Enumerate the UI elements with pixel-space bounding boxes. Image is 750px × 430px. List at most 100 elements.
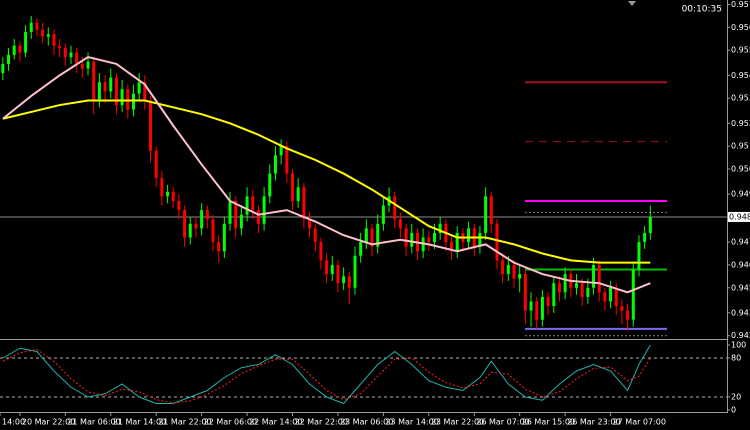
candle-body xyxy=(285,146,289,174)
candle-body xyxy=(495,223,499,261)
candle-body xyxy=(353,255,357,288)
candle-body xyxy=(376,223,380,247)
x-tick-label: 20 Mar 22:00 xyxy=(22,418,75,427)
candle-body xyxy=(592,264,596,288)
candle-body xyxy=(597,264,601,293)
x-tick-label: 22 Mar 06:00 xyxy=(204,418,257,427)
candle-body xyxy=(563,274,567,293)
y-tick-label: 0.9574 xyxy=(731,0,750,9)
y-tick-label: 0.9512 xyxy=(731,142,750,151)
candle-body xyxy=(359,242,363,256)
candle-body xyxy=(245,196,249,215)
candle-body xyxy=(648,216,652,233)
y-tick-label: 0.9564 xyxy=(731,23,750,32)
y-tick-label: 0.9554 xyxy=(731,46,750,55)
candle-body xyxy=(52,34,56,46)
candle-body xyxy=(109,77,113,92)
candle-body xyxy=(529,301,533,311)
candle-body xyxy=(518,274,522,279)
candle-body xyxy=(330,264,334,275)
candle-body xyxy=(364,228,368,243)
y-tick-label: 0.9439 xyxy=(731,308,750,317)
candle-body xyxy=(308,219,312,229)
candle-body xyxy=(432,232,436,243)
candle-body xyxy=(467,228,471,243)
candle-body xyxy=(120,89,124,106)
candle-body xyxy=(370,228,374,247)
candle-body xyxy=(279,146,283,156)
candle-body xyxy=(512,264,516,279)
moving-average xyxy=(2,56,651,294)
candle-body xyxy=(342,276,346,284)
candle-body xyxy=(484,196,488,233)
candle-body xyxy=(251,196,255,211)
y-tick-label: 0.9470 xyxy=(731,238,750,247)
candle-body xyxy=(80,63,84,69)
candle-body xyxy=(535,301,539,320)
candle-body xyxy=(325,260,329,275)
y-tick-label: 0.9491 xyxy=(731,190,750,199)
candle-body xyxy=(273,155,277,174)
candle-body xyxy=(546,296,550,307)
candle-body xyxy=(580,283,584,297)
shift-marker xyxy=(628,1,636,6)
candle-body xyxy=(506,264,510,275)
candle-body xyxy=(296,187,300,201)
candle-body xyxy=(114,77,118,106)
x-tick-label: 22 Mar 14:00 xyxy=(249,418,302,427)
candle-body xyxy=(427,237,431,243)
candle-body xyxy=(12,45,16,55)
candle-body xyxy=(557,283,561,293)
candle-body xyxy=(75,52,79,64)
candle-body xyxy=(574,283,578,288)
candle-body xyxy=(450,242,454,252)
candle-body xyxy=(228,200,232,224)
candle-body xyxy=(637,242,641,270)
candle-body xyxy=(69,52,73,58)
candle-body xyxy=(234,200,238,229)
candle-body xyxy=(63,47,67,58)
candle-body xyxy=(614,287,618,307)
x-tick-label: 27 Mar 07:00 xyxy=(613,418,666,427)
candle-body xyxy=(268,173,272,197)
x-tick-label: 26 Mar 07:00 xyxy=(476,418,529,427)
candle-body xyxy=(256,210,260,224)
candle-body xyxy=(188,223,192,238)
candle-body xyxy=(92,61,96,101)
oscillator-line xyxy=(2,349,651,404)
candle-body xyxy=(166,191,170,197)
candle-body xyxy=(97,82,101,101)
osc-y-tick-label: 20 xyxy=(731,393,741,402)
candle-body xyxy=(222,223,226,252)
candle-body xyxy=(143,82,147,101)
x-tick-label: 26 Mar 15:00 xyxy=(522,418,575,427)
candle-body xyxy=(46,34,50,37)
osc-y-tick-label: 0 xyxy=(731,406,736,415)
x-tick-label: 23 Mar 14:00 xyxy=(385,418,438,427)
candle-body xyxy=(398,219,402,229)
candle-body xyxy=(18,45,22,53)
moving-average xyxy=(2,99,651,264)
candle-body xyxy=(211,219,215,243)
x-tick-label: 21 Mar 14:00 xyxy=(113,418,166,427)
candle-body xyxy=(478,232,482,247)
candle-body xyxy=(35,22,39,30)
candle-body xyxy=(103,82,107,92)
candle-body xyxy=(438,223,442,233)
candle-body xyxy=(347,276,351,288)
candle-body xyxy=(404,228,408,247)
x-tick-label: 23 Mar 22:00 xyxy=(431,418,484,427)
osc-y-tick-label: 80 xyxy=(731,354,741,363)
candle-body xyxy=(24,31,28,53)
x-tick-label: 21 Mar 22:00 xyxy=(158,418,211,427)
candle-body xyxy=(291,173,295,201)
candle-body xyxy=(319,242,323,261)
candle-body xyxy=(171,191,175,201)
price-label-box xyxy=(728,211,750,222)
candle-body xyxy=(1,63,5,74)
candle-body xyxy=(131,93,135,110)
candle-body xyxy=(540,296,544,320)
osc-y-tick-label: 100 xyxy=(731,341,746,350)
